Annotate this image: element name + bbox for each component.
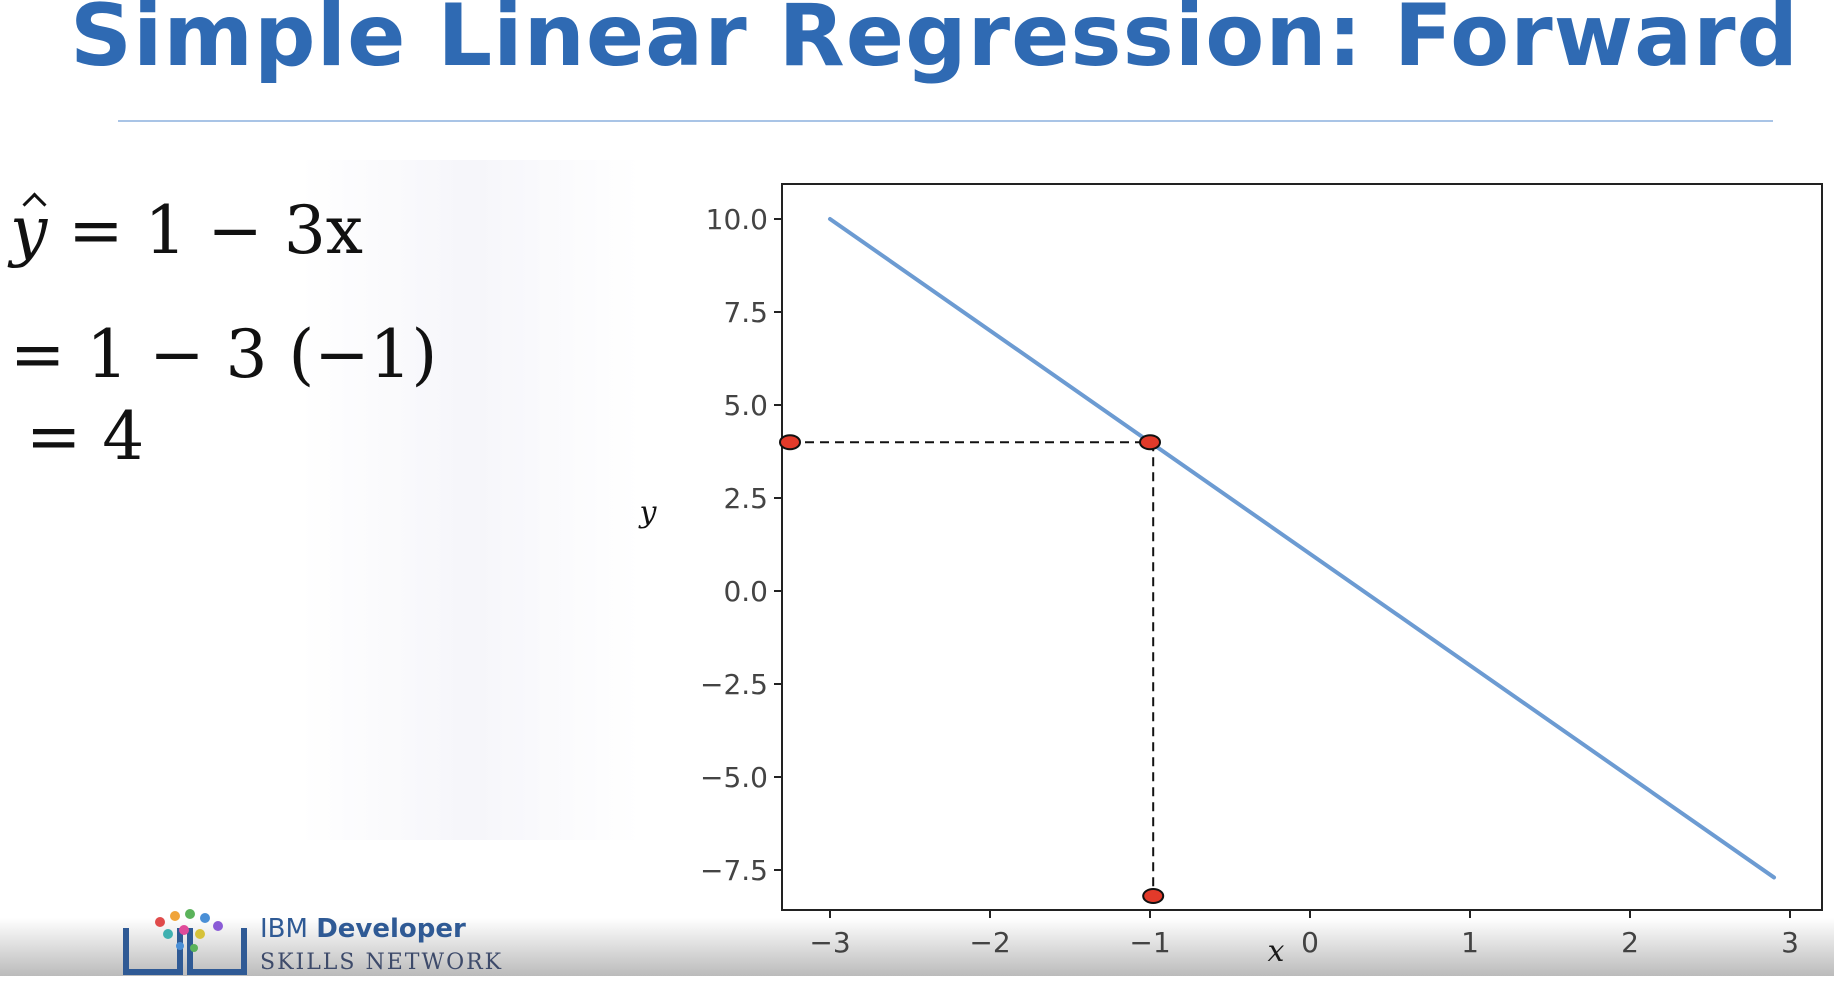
background-ghost-shape [300,160,640,840]
y-tick-label: −2.5 [700,668,768,701]
video-bottom-fade [0,918,1834,976]
equation-line-1: y = 1 − 3x [10,192,363,269]
slide-title: Simple Linear Regression: Forward [70,0,1800,86]
regression-line [828,217,1776,880]
logo-brand: IBM Developer [260,914,466,944]
y-tick-label: 2.5 [723,482,768,515]
equation-line-3: = 4 [26,398,145,475]
equation-line-2: = 1 − 3 (−1) [10,316,438,393]
highlight-point [779,434,801,451]
y-tick-label: −7.5 [700,854,768,887]
x-tick-label: −2 [969,926,1010,959]
x-tick-label: 2 [1621,926,1639,959]
series-group [828,217,1776,880]
guide-lines [790,441,1155,897]
logo-brand-prefix: IBM [260,914,317,944]
x-tick-label: −3 [809,926,850,959]
highlight-point [1139,434,1161,451]
x-tick-label: 3 [1781,926,1799,959]
ticks: −3 −2 −1 0 1 2 3 10.0 7.5 5.0 2.5 0.0 −2.5 −5.0 −7.5 [700,203,1799,959]
plot-frame [781,183,1823,911]
logo-subtitle: SKILLS NETWORK [260,950,504,975]
y-tick-label: 5.0 [723,389,768,422]
x-tick-label: 0 [1301,926,1319,959]
y-tick-label: 7.5 [723,296,768,329]
y-tick-label: −5.0 [700,761,768,794]
x-axis-label: x [1268,934,1285,969]
y-tick-label: 0.0 [723,575,768,608]
book-tree-icon [123,909,247,975]
y-tick-label: 10.0 [706,203,768,236]
equation-line-1-rhs: = 1 − 3x [68,192,364,269]
highlight-point [1142,888,1165,905]
y-hat-symbol: y [10,192,48,269]
ibm-logo: IBM Developer SKILLS NETWORK [120,908,560,976]
logo-brand-main: Developer [316,914,466,944]
x-tick-label: −1 [1129,926,1170,959]
highlight-points [779,434,1165,905]
x-tick-label: 1 [1461,926,1479,959]
y-axis-label: y [638,495,658,530]
title-divider [118,120,1773,122]
